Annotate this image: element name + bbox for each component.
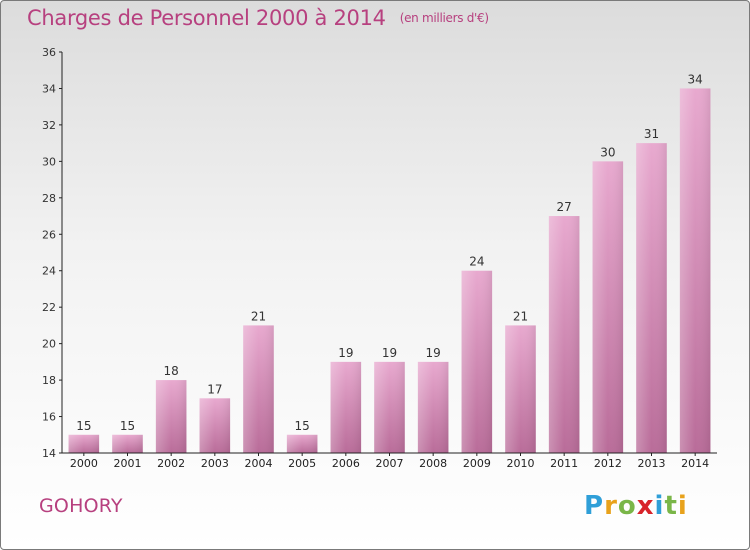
logo-letter: i (677, 491, 688, 521)
y-tick-label: 26 (42, 228, 56, 241)
bar-shine-2003 (199, 398, 231, 453)
logo-letter: r (604, 491, 618, 521)
bar-value-label: 19 (382, 346, 397, 360)
bar-shine-2002 (155, 380, 187, 453)
x-tick-label: 2001 (114, 457, 142, 470)
bar-value-label: 17 (207, 382, 222, 396)
logo-letter: x (636, 491, 655, 521)
bar-shine-2008 (417, 361, 449, 453)
y-tick-label: 32 (42, 119, 56, 132)
y-tick-label: 36 (42, 46, 56, 59)
x-tick-label: 2009 (463, 457, 491, 470)
x-tick-label: 2002 (157, 457, 185, 470)
x-tick-label: 2005 (288, 457, 316, 470)
bar-shine-2012 (592, 161, 624, 453)
bar-shine-2013 (636, 143, 667, 454)
bar-value-label: 31 (644, 127, 659, 141)
y-tick-label: 20 (42, 338, 56, 351)
x-tick-label: 2000 (70, 457, 98, 470)
x-tick-label: 2014 (681, 457, 709, 470)
x-tick-label: 2008 (419, 457, 447, 470)
bar-value-label: 15 (295, 419, 310, 433)
axes-group: 2000 2001 2002 2003 2004 2005 2006 2007 2008 2009… (42, 46, 717, 470)
x-tick-label: 2007 (376, 457, 404, 470)
logo-letter: o (617, 491, 637, 521)
bar-value-label: 15 (120, 419, 135, 433)
y-tick-label: 14 (42, 447, 56, 460)
x-tick-label: 2012 (594, 457, 622, 470)
y-tick-label: 30 (42, 155, 56, 168)
bar-value-label: 34 (688, 72, 703, 86)
bar-value-label: 15 (76, 419, 91, 433)
y-tick-label: 22 (42, 301, 56, 314)
logo-letter: P (584, 491, 605, 521)
bar-value-label: 21 (251, 309, 266, 323)
x-tick-label: 2004 (245, 457, 273, 470)
city-name: GOHORY (39, 495, 123, 517)
bar-shine-2009 (461, 270, 493, 453)
bar-value-label: 24 (469, 255, 484, 269)
bar-value-label: 18 (164, 364, 179, 378)
bar-shine-2014 (679, 88, 711, 454)
bar-value-label: 19 (426, 346, 441, 360)
chart-title: Charges de Personnel 2000 à 2014 (en mill… (27, 6, 489, 30)
chart-unit: (en milliers d'€) (399, 11, 489, 25)
bar-value-label: 19 (338, 346, 353, 360)
y-tick-label: 18 (42, 374, 56, 387)
bar-value-label: 30 (600, 145, 615, 159)
bar-shine-2011 (548, 216, 580, 453)
bar-shine-2005 (286, 434, 318, 453)
x-tick-label: 2011 (550, 457, 578, 470)
bar-value-label: 27 (557, 200, 572, 214)
bars-group: 15 15 18 17 21 15 19 19 19 24 21 27 30 31 34 (68, 72, 711, 454)
logo-letter: i (654, 491, 665, 521)
x-tick-label: 2013 (638, 457, 666, 470)
bar-shine-2000 (68, 434, 100, 453)
bar-shine-2010 (505, 325, 536, 453)
logo-letter: t (664, 491, 678, 521)
y-tick-label: 24 (42, 265, 56, 278)
bar-shine-2007 (374, 361, 405, 453)
x-tick-label: 2003 (201, 457, 229, 470)
bar-shine-2001 (112, 434, 143, 453)
x-tick-label: 2006 (332, 457, 360, 470)
bar-shine-2004 (243, 325, 274, 453)
proxiti-logo: Proxiti (584, 491, 688, 521)
x-tick-label: 2010 (507, 457, 535, 470)
y-tick-label: 34 (42, 82, 56, 95)
bar-value-label: 21 (513, 309, 528, 323)
y-tick-label: 28 (42, 192, 56, 205)
chart-title-text: Charges de Personnel 2000 à 2014 (27, 6, 386, 30)
y-tick-label: 16 (42, 411, 56, 424)
bar-shine-2006 (330, 361, 362, 453)
